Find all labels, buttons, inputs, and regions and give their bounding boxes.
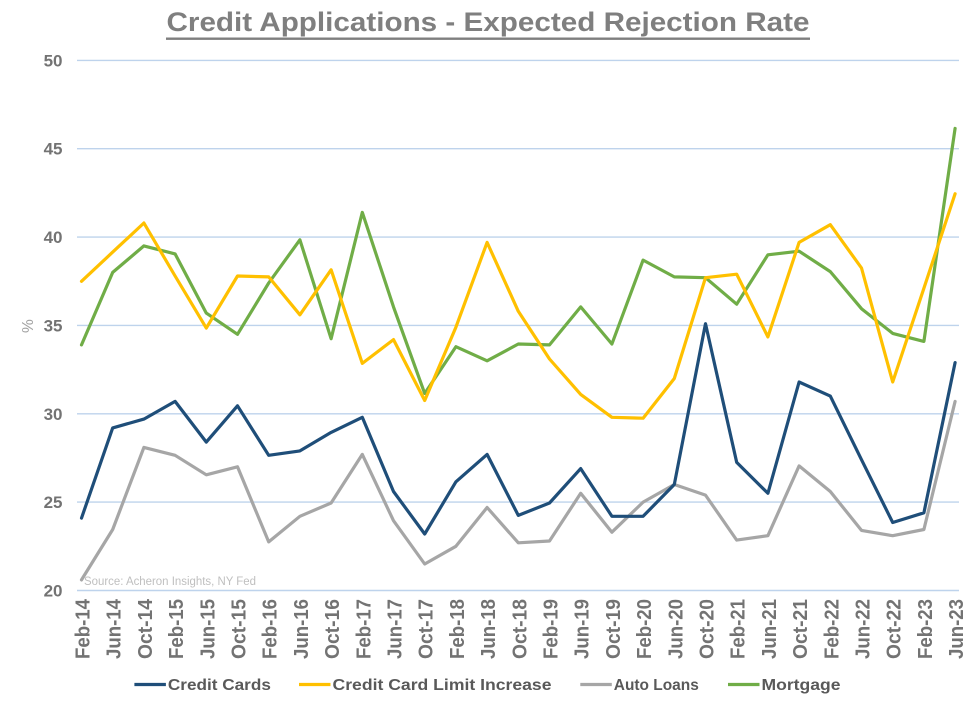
svg-text:Jun-22: Jun-22 <box>852 599 875 659</box>
svg-text:Feb-23: Feb-23 <box>914 599 937 659</box>
svg-text:40: 40 <box>44 228 63 247</box>
svg-text:25: 25 <box>44 493 63 512</box>
svg-text:Oct-14: Oct-14 <box>134 598 157 659</box>
svg-text:Oct-18: Oct-18 <box>508 599 531 659</box>
svg-text:Feb-18: Feb-18 <box>446 599 469 659</box>
svg-text:Credit Cards: Credit Cards <box>168 677 271 694</box>
svg-text:Jun-23: Jun-23 <box>945 599 968 659</box>
svg-text:Jun-20: Jun-20 <box>664 599 687 659</box>
svg-text:50: 50 <box>44 51 63 70</box>
svg-text:Feb-21: Feb-21 <box>727 599 750 659</box>
svg-text:Oct-15: Oct-15 <box>228 599 251 659</box>
svg-text:Feb-20: Feb-20 <box>633 599 656 659</box>
svg-text:Credit Applications - Expected: Credit Applications - Expected Rejection… <box>167 7 810 37</box>
svg-text:Oct-20: Oct-20 <box>696 599 719 659</box>
svg-text:Oct-21: Oct-21 <box>789 599 812 659</box>
svg-text:Feb-17: Feb-17 <box>352 599 375 659</box>
svg-text:35: 35 <box>44 316 63 335</box>
svg-text:Source: Acheron Insights, NY F: Source: Acheron Insights, NY Fed <box>84 576 256 588</box>
svg-text:45: 45 <box>44 140 63 159</box>
svg-text:Jun-16: Jun-16 <box>290 599 313 659</box>
svg-text:30: 30 <box>44 405 63 424</box>
svg-text:Jun-14: Jun-14 <box>103 598 126 659</box>
svg-text:Feb-14: Feb-14 <box>72 598 95 659</box>
svg-text:Feb-16: Feb-16 <box>259 599 282 659</box>
svg-text:Feb-19: Feb-19 <box>540 599 563 659</box>
svg-text:Jun-21: Jun-21 <box>758 599 781 659</box>
svg-text:Auto Loans: Auto Loans <box>614 677 699 694</box>
svg-text:Jun-15: Jun-15 <box>196 599 219 659</box>
svg-text:Jun-19: Jun-19 <box>571 599 594 659</box>
svg-text:Mortgage: Mortgage <box>762 677 841 694</box>
svg-text:%: % <box>20 319 37 333</box>
svg-text:20: 20 <box>44 582 63 601</box>
svg-text:Jun-17: Jun-17 <box>384 599 407 659</box>
svg-text:Feb-15: Feb-15 <box>165 599 188 659</box>
svg-text:Oct-19: Oct-19 <box>602 599 625 659</box>
svg-text:Jun-18: Jun-18 <box>477 599 500 659</box>
svg-text:Feb-22: Feb-22 <box>820 599 843 659</box>
svg-text:Oct-16: Oct-16 <box>321 599 344 659</box>
svg-text:Credit Card Limit Increase: Credit Card Limit Increase <box>333 677 552 694</box>
svg-text:Oct-22: Oct-22 <box>883 599 906 659</box>
svg-text:Oct-17: Oct-17 <box>415 599 438 659</box>
